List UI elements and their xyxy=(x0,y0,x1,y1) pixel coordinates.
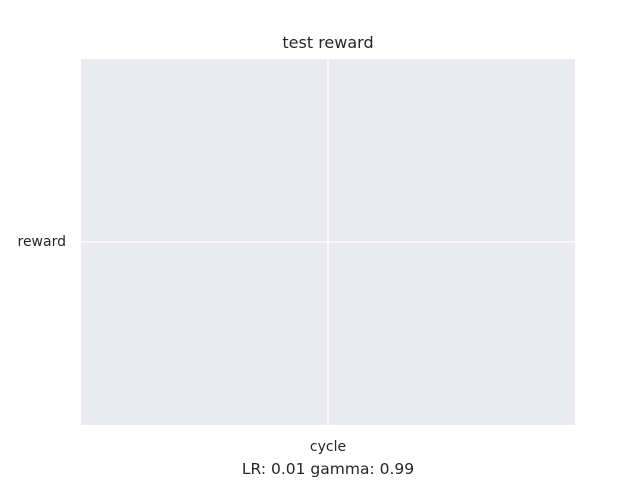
chart-title: test reward xyxy=(282,33,374,52)
y-axis-label: reward xyxy=(17,234,67,250)
hyperparameter-caption: LR: 0.01 gamma: 0.99 xyxy=(241,460,415,478)
x-axis-label: cycle xyxy=(309,439,347,455)
